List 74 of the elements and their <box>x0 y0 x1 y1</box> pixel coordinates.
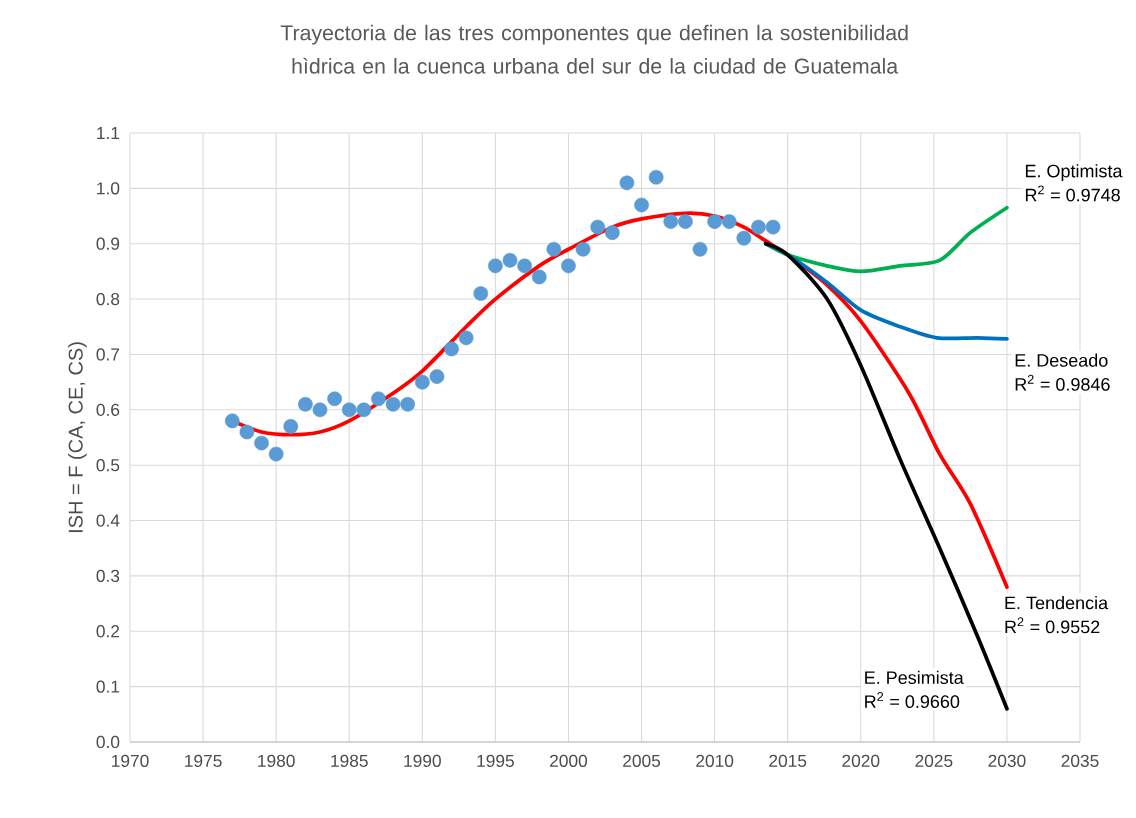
x-tick-label: 1995 <box>477 754 514 767</box>
annotation: R$^{2}$ = 0.9846 <box>1015 374 1110 391</box>
point <box>356 402 372 418</box>
x-tick-label: 1990 <box>404 754 441 767</box>
point <box>385 396 401 412</box>
series-label: E. Pesimista <box>865 670 964 684</box>
annotation: R$^{2}$ = 0.9660 <box>865 692 960 708</box>
y-tick-label: 0.1 <box>96 680 120 693</box>
chart-title: Trayectoria de las tres componentes que definen la sostenibilidad hìdrica en la cuenca urbana del sur de la ciudad de Guatemala <box>280 24 908 74</box>
point <box>298 396 313 412</box>
x-tick-label: 1970 <box>112 754 149 767</box>
point <box>546 241 562 257</box>
y-tick-label: 0.4 <box>96 514 120 527</box>
y-tick-label: 1.1 <box>97 127 120 139</box>
point <box>414 374 430 390</box>
x-tick-label: 2030 <box>988 754 1026 767</box>
series-label: E. Tendencia <box>1005 596 1109 610</box>
point <box>341 402 357 418</box>
y-axis-title: ISH = F (CA, CE, CS) <box>68 342 87 533</box>
point <box>312 402 328 418</box>
point <box>707 214 722 229</box>
x-tick-label: 1975 <box>185 754 222 767</box>
annotation: R$^{2}$ = 0.9552 <box>1005 617 1100 634</box>
y-tick-label: 0.0 <box>96 735 120 749</box>
point <box>634 197 649 213</box>
y-tick-label: 0.5 <box>96 459 120 472</box>
point <box>327 391 342 407</box>
series-label: E. Optimista <box>1025 164 1123 181</box>
point <box>590 219 606 235</box>
series-label: E. Deseado <box>1015 353 1108 367</box>
point <box>517 258 532 274</box>
point <box>678 214 693 229</box>
x-tick-label: 1980 <box>258 754 295 767</box>
point <box>371 391 386 407</box>
point <box>429 369 445 384</box>
point <box>283 419 299 434</box>
x-tick-label: 2020 <box>842 754 880 767</box>
point <box>254 435 269 451</box>
point <box>751 219 766 235</box>
y-tick-label: 0.2 <box>96 625 120 638</box>
point <box>648 169 664 185</box>
point <box>561 258 576 274</box>
x-tick-label: 2015 <box>769 754 807 767</box>
y-tick-label: 1.0 <box>97 182 120 195</box>
point <box>502 252 518 268</box>
point <box>604 225 620 240</box>
point <box>400 396 416 412</box>
point <box>765 219 781 235</box>
point <box>473 286 489 301</box>
point <box>531 269 547 285</box>
point <box>736 230 752 246</box>
point <box>721 214 737 229</box>
point <box>619 175 635 191</box>
x-tick-label: 2025 <box>915 754 953 767</box>
y-tick-label: 0.7 <box>96 348 120 361</box>
y-tick-label: 0.6 <box>96 403 120 416</box>
point <box>224 413 240 429</box>
x-tick-label: 2010 <box>696 754 734 767</box>
point <box>239 424 255 440</box>
annotation: R$^{2}$ = 0.9748 <box>1025 185 1120 202</box>
point <box>444 341 459 357</box>
point <box>663 214 679 229</box>
x-tick-label: 2035 <box>1061 754 1099 767</box>
point <box>575 241 591 257</box>
point <box>458 330 474 346</box>
x-tick-label: 2005 <box>623 754 661 767</box>
x-tick-label: 2000 <box>550 754 588 767</box>
point <box>268 446 284 462</box>
point <box>692 241 708 257</box>
x-tick-label: 1985 <box>331 754 368 767</box>
y-tick-label: 0.8 <box>96 292 120 306</box>
y-tick-label: 0.3 <box>96 569 120 583</box>
point <box>488 258 503 274</box>
y-tick-label: 0.9 <box>96 237 120 250</box>
